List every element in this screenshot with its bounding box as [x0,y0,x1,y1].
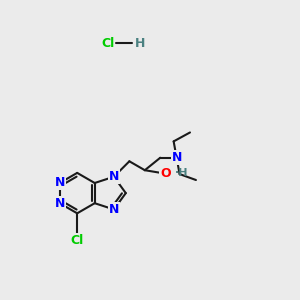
Text: Cl: Cl [101,37,114,50]
Text: N: N [55,176,65,190]
Text: N: N [171,151,182,164]
Text: N: N [109,203,119,216]
Text: O: O [160,167,171,180]
Text: ·H: ·H [175,168,189,178]
Text: N: N [55,197,65,210]
Text: Cl: Cl [70,234,84,247]
Text: H: H [135,37,146,50]
Text: N: N [109,170,119,183]
